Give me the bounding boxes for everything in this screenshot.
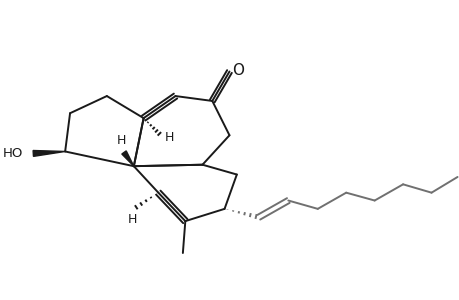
Text: HO: HO (3, 147, 23, 160)
Text: H: H (164, 131, 174, 144)
Polygon shape (122, 151, 134, 166)
Text: O: O (231, 63, 243, 78)
Polygon shape (33, 151, 65, 156)
Text: H: H (128, 213, 137, 226)
Text: H: H (117, 134, 126, 147)
